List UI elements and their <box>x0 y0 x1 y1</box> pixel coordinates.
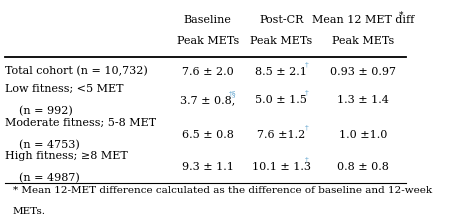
Text: 9.3 ± 1.1: 9.3 ± 1.1 <box>182 162 234 172</box>
Text: METs.: METs. <box>13 207 46 215</box>
Text: 3.7 ± 0.8,: 3.7 ± 0.8, <box>180 95 235 105</box>
Text: 1.0 ±1.0: 1.0 ±1.0 <box>339 130 388 140</box>
Text: Baseline: Baseline <box>184 15 232 25</box>
Text: High fitness; ≥8 MET: High fitness; ≥8 MET <box>5 151 128 161</box>
Text: 0.8 ± 0.8: 0.8 ± 0.8 <box>337 162 389 172</box>
Text: 8.5 ± 2.1: 8.5 ± 2.1 <box>255 66 307 77</box>
Text: †: † <box>305 89 309 97</box>
Text: Peak METs: Peak METs <box>176 36 239 46</box>
Text: 0.93 ± 0.97: 0.93 ± 0.97 <box>330 66 396 77</box>
Text: 5.0 ± 1.5: 5.0 ± 1.5 <box>255 95 307 105</box>
Text: †§: †§ <box>229 89 237 97</box>
Text: Post-CR: Post-CR <box>259 15 304 25</box>
Text: 7.6 ±1.2: 7.6 ±1.2 <box>257 130 306 140</box>
Text: Mean 12 MET diff: Mean 12 MET diff <box>312 15 414 25</box>
Text: †: † <box>305 123 309 131</box>
Text: Peak METs: Peak METs <box>250 36 312 46</box>
Text: †: † <box>305 60 309 68</box>
Text: Peak METs: Peak METs <box>332 36 394 46</box>
Text: (n = 4987): (n = 4987) <box>5 173 80 183</box>
Text: (n = 4753): (n = 4753) <box>5 140 80 150</box>
Text: 6.5 ± 0.8: 6.5 ± 0.8 <box>182 130 234 140</box>
Text: 10.1 ± 1.3: 10.1 ± 1.3 <box>252 162 311 172</box>
Text: *: * <box>399 11 403 20</box>
Text: 1.3 ± 1.4: 1.3 ± 1.4 <box>337 95 389 105</box>
Text: Total cohort (n = 10,732): Total cohort (n = 10,732) <box>5 66 147 77</box>
Text: * Mean 12-MET difference calculated as the difference of baseline and 12-week: * Mean 12-MET difference calculated as t… <box>13 186 432 195</box>
Text: Low fitness; <5 MET: Low fitness; <5 MET <box>5 84 123 94</box>
Text: Moderate fitness; 5-8 MET: Moderate fitness; 5-8 MET <box>5 118 156 128</box>
Text: †: † <box>305 156 309 164</box>
Text: 7.6 ± 2.0: 7.6 ± 2.0 <box>182 66 234 77</box>
Text: (n = 992): (n = 992) <box>5 106 73 116</box>
